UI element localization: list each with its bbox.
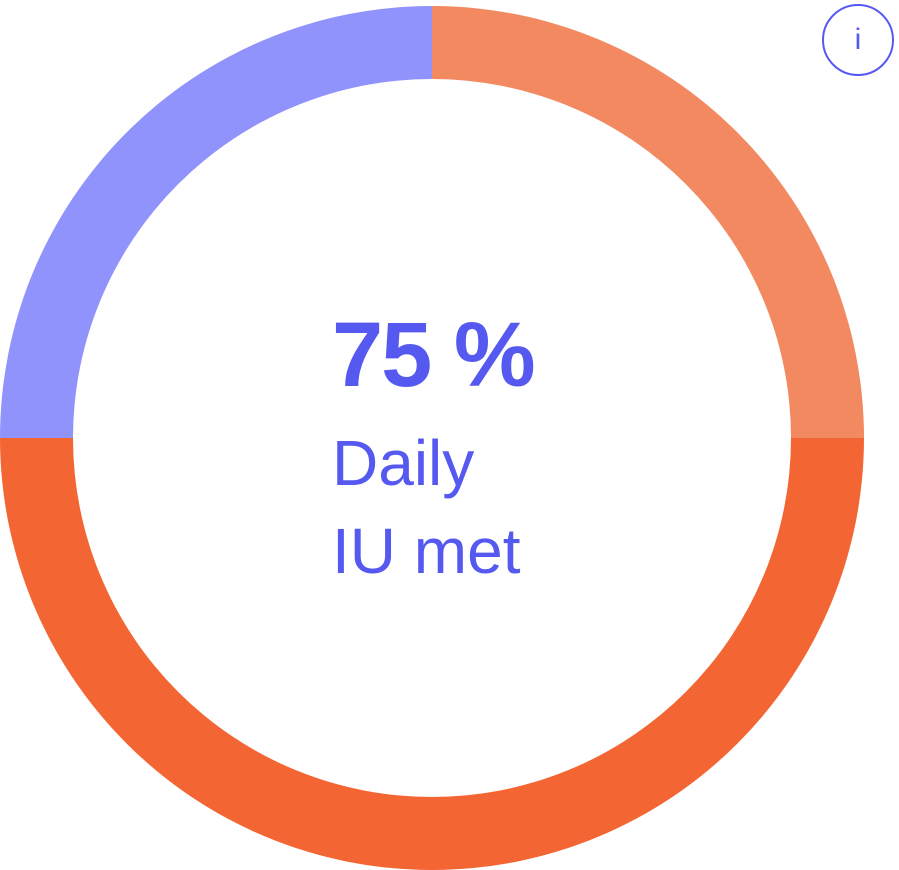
progress-percentage: 75 %: [332, 304, 536, 406]
ring-segment-top-left: [0, 6, 432, 438]
info-button[interactable]: i: [822, 4, 894, 76]
ring-segment-bottom: [0, 438, 864, 870]
progress-caption-line-2: IU met: [332, 515, 521, 587]
ring-segment-top-right: [432, 6, 864, 438]
progress-caption-line-1: Daily: [332, 427, 475, 499]
info-icon: i: [854, 23, 862, 56]
progress-summary: 75 % Daily IU met: [332, 304, 536, 595]
